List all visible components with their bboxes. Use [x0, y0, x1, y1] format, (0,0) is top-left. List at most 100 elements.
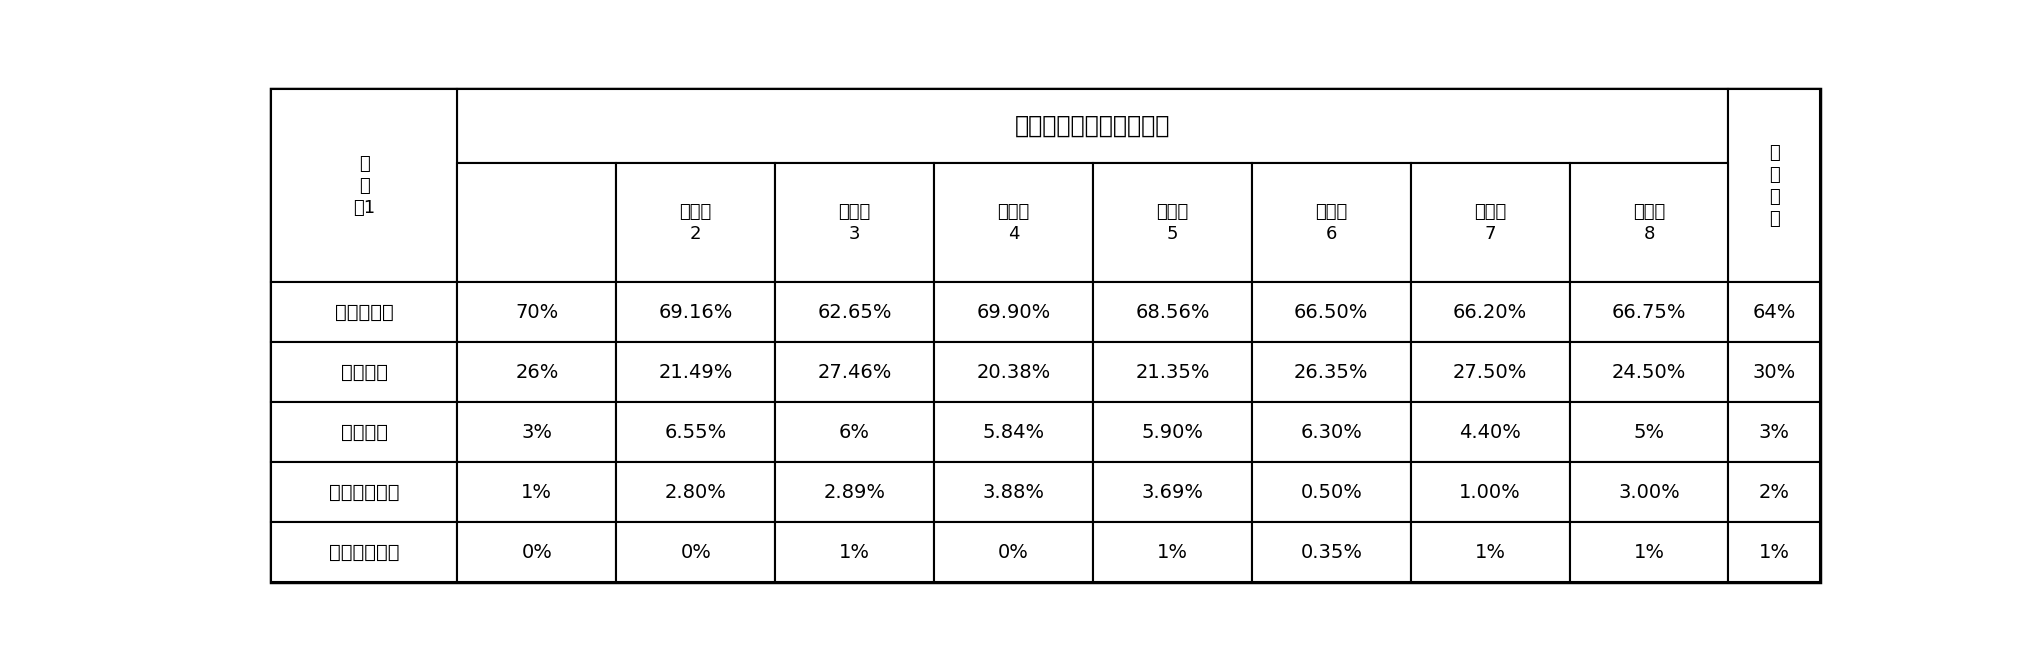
Text: 单核细胞: 单核细胞: [341, 423, 387, 442]
Polygon shape: [1411, 463, 1568, 522]
Polygon shape: [1568, 343, 1727, 403]
Text: 4.40%: 4.40%: [1458, 423, 1521, 442]
Text: 69.90%: 69.90%: [977, 303, 1050, 322]
Text: 3%: 3%: [1758, 423, 1788, 442]
Polygon shape: [1568, 403, 1727, 463]
Polygon shape: [1568, 522, 1727, 582]
Polygon shape: [616, 403, 775, 463]
Polygon shape: [775, 463, 934, 522]
Polygon shape: [271, 403, 457, 463]
Text: 0.50%: 0.50%: [1299, 483, 1362, 502]
Polygon shape: [1093, 163, 1252, 282]
Polygon shape: [1093, 403, 1252, 463]
Text: 2.89%: 2.89%: [824, 483, 885, 502]
Text: 实
施
例1: 实 施 例1: [353, 154, 375, 217]
Text: 26%: 26%: [516, 363, 559, 382]
Text: 20.38%: 20.38%: [977, 363, 1050, 382]
Polygon shape: [775, 343, 934, 403]
Text: 中性粒细胞: 中性粒细胞: [334, 303, 394, 322]
Polygon shape: [457, 282, 616, 343]
Polygon shape: [1252, 343, 1411, 403]
Polygon shape: [934, 343, 1093, 403]
Polygon shape: [775, 163, 934, 282]
Polygon shape: [616, 343, 775, 403]
Text: 2.80%: 2.80%: [665, 483, 726, 502]
Polygon shape: [1727, 343, 1819, 403]
Text: 30%: 30%: [1752, 363, 1794, 382]
Text: 21.35%: 21.35%: [1134, 363, 1209, 382]
Text: 1%: 1%: [838, 543, 871, 562]
Polygon shape: [616, 522, 775, 582]
Text: 实施例
3: 实施例 3: [838, 203, 871, 243]
Polygon shape: [934, 522, 1093, 582]
Polygon shape: [1411, 343, 1568, 403]
Text: 0%: 0%: [679, 543, 712, 562]
Polygon shape: [1568, 282, 1727, 343]
Text: 3.88%: 3.88%: [983, 483, 1044, 502]
Polygon shape: [934, 463, 1093, 522]
Text: 6.55%: 6.55%: [665, 423, 726, 442]
Text: 样本有形成分镜检分析仪: 样本有形成分镜检分析仪: [1015, 114, 1170, 138]
Text: 64%: 64%: [1752, 303, 1794, 322]
Text: 实施例
8: 实施例 8: [1631, 203, 1664, 243]
Polygon shape: [616, 282, 775, 343]
Text: 66.20%: 66.20%: [1452, 303, 1527, 322]
Polygon shape: [775, 282, 934, 343]
Polygon shape: [1252, 522, 1411, 582]
Text: 0.35%: 0.35%: [1299, 543, 1362, 562]
Text: 5.90%: 5.90%: [1140, 423, 1203, 442]
Text: 27.50%: 27.50%: [1452, 363, 1527, 382]
Polygon shape: [1727, 463, 1819, 522]
Polygon shape: [457, 463, 616, 522]
Text: 0%: 0%: [997, 543, 1028, 562]
Polygon shape: [1252, 463, 1411, 522]
Polygon shape: [457, 343, 616, 403]
Polygon shape: [271, 522, 457, 582]
Text: 实施例
2: 实施例 2: [679, 203, 712, 243]
Polygon shape: [271, 463, 457, 522]
Text: 实施例
7: 实施例 7: [1474, 203, 1505, 243]
Text: 1%: 1%: [1758, 543, 1788, 562]
Text: 人
工
镜
检: 人 工 镜 检: [1768, 144, 1778, 228]
Polygon shape: [271, 89, 457, 282]
Polygon shape: [616, 463, 775, 522]
Text: 70%: 70%: [516, 303, 559, 322]
Text: 6%: 6%: [838, 423, 871, 442]
Text: 21.49%: 21.49%: [659, 363, 732, 382]
Polygon shape: [934, 163, 1093, 282]
Text: 27.46%: 27.46%: [818, 363, 891, 382]
Polygon shape: [1252, 403, 1411, 463]
Text: 66.50%: 66.50%: [1293, 303, 1368, 322]
Text: 嗜碱性粒细胞: 嗜碱性粒细胞: [328, 543, 400, 562]
Polygon shape: [1727, 89, 1819, 282]
Polygon shape: [775, 522, 934, 582]
Text: 62.65%: 62.65%: [818, 303, 891, 322]
Polygon shape: [775, 403, 934, 463]
Polygon shape: [271, 282, 457, 343]
Text: 淋巴细胞: 淋巴细胞: [341, 363, 387, 382]
Text: 66.75%: 66.75%: [1611, 303, 1686, 322]
Text: 5%: 5%: [1633, 423, 1664, 442]
Polygon shape: [1727, 522, 1819, 582]
Text: 26.35%: 26.35%: [1293, 363, 1368, 382]
Polygon shape: [271, 343, 457, 403]
Text: 5.84%: 5.84%: [983, 423, 1044, 442]
Polygon shape: [1568, 163, 1727, 282]
Text: 实施例
5: 实施例 5: [1156, 203, 1189, 243]
Text: 3.00%: 3.00%: [1617, 483, 1678, 502]
Text: 24.50%: 24.50%: [1611, 363, 1686, 382]
Polygon shape: [1411, 163, 1568, 282]
Polygon shape: [1093, 282, 1252, 343]
Text: 实施例
6: 实施例 6: [1315, 203, 1346, 243]
Text: 68.56%: 68.56%: [1134, 303, 1209, 322]
Text: 2%: 2%: [1758, 483, 1788, 502]
Polygon shape: [1568, 463, 1727, 522]
Text: 实施例
4: 实施例 4: [997, 203, 1030, 243]
Polygon shape: [1252, 163, 1411, 282]
Polygon shape: [934, 403, 1093, 463]
Text: 1%: 1%: [1474, 543, 1505, 562]
Text: 6.30%: 6.30%: [1299, 423, 1362, 442]
Text: 1%: 1%: [1633, 543, 1664, 562]
Polygon shape: [457, 403, 616, 463]
Polygon shape: [1727, 282, 1819, 343]
